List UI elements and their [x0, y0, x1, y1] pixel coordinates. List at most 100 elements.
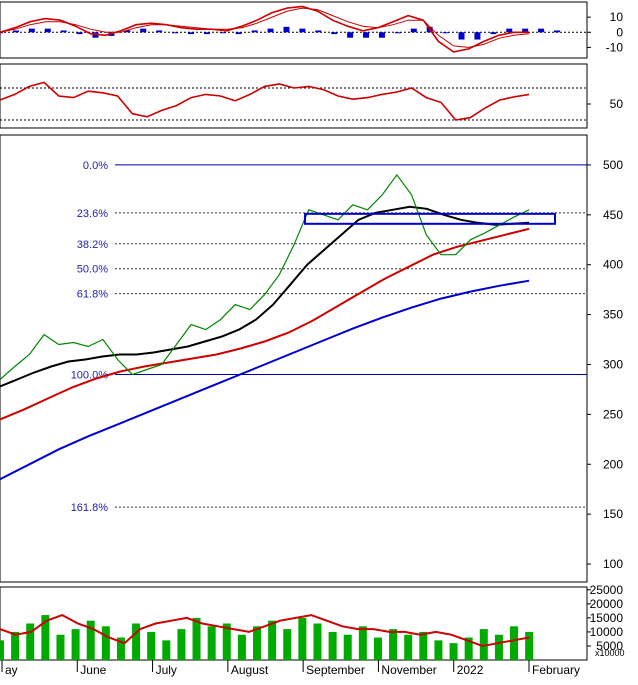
macd-histogram-bar	[299, 28, 306, 33]
fib-label-4: 61.8%	[77, 289, 108, 301]
ma-long-line	[0, 279, 530, 481]
rsi-panel: 50	[0, 81, 624, 121]
macd-histogram-bar	[347, 32, 354, 38]
volume-bar	[373, 637, 382, 660]
price-panel: 0.0% 23.6% 38.2% 50.0% 61.8% 100.0% 161.8% 500 4…	[0, 158, 623, 571]
macd-histogram-bar	[12, 30, 19, 33]
macd-ytick-label-0: 10	[610, 10, 624, 24]
volume-bar	[56, 634, 65, 660]
macd-histogram-bar	[172, 32, 179, 34]
macd-histogram-bar	[554, 30, 560, 33]
macd-signal-line	[0, 7, 530, 48]
macd-histogram-bar	[522, 28, 529, 33]
xtick-label-2: July	[156, 663, 177, 677]
volume-ytick-label-0: 25000	[590, 583, 624, 597]
fib-label-3: 50.0%	[77, 264, 108, 276]
price-ytick-label-0: 500	[603, 158, 623, 172]
macd-histogram-bar	[156, 30, 163, 33]
volume-bar	[419, 631, 428, 660]
volume-bar	[147, 631, 156, 660]
macd-histogram-bar	[442, 32, 449, 34]
xtick-label-3: August	[231, 663, 269, 677]
volume-ytick-label-2: 15000	[590, 611, 624, 625]
volume-bar	[253, 626, 262, 660]
volume-bar	[177, 629, 186, 660]
volume-bar	[41, 615, 50, 660]
macd-histogram-bar	[394, 32, 401, 34]
price-ytick-label-3: 350	[603, 308, 623, 322]
xtick-label-0: ay	[5, 663, 18, 677]
volume-bar	[0, 640, 4, 660]
rsi-frame	[0, 63, 588, 129]
macd-histogram-bar	[44, 28, 51, 33]
macd-histogram-bar	[60, 30, 67, 33]
volume-frame	[0, 586, 588, 661]
macd-ytick-label-1: 0	[616, 25, 623, 39]
xtick-label-4: September	[306, 663, 365, 677]
volume-bar	[283, 629, 292, 660]
price-ytick-label-1: 450	[603, 208, 623, 222]
volume-bar	[298, 617, 307, 660]
macd-histogram-bar	[140, 28, 147, 33]
volume-bar	[343, 634, 352, 660]
panel-frames	[0, 1, 588, 661]
volume-bar	[358, 626, 367, 660]
xtick-label-1: June	[80, 663, 106, 677]
volume-bar	[313, 623, 322, 660]
macd-histogram-bar	[124, 30, 131, 33]
volume-bar	[525, 631, 534, 660]
macd-histogram-bar	[187, 32, 194, 35]
price-ytick-label-2: 400	[603, 258, 623, 272]
fib-label-0: 0.0%	[83, 160, 108, 172]
fib-label-2: 38.2%	[77, 239, 108, 251]
volume-bar	[207, 626, 216, 660]
macd-histogram-bar	[490, 32, 497, 35]
macd-histogram-bar	[76, 32, 83, 35]
volume-bar	[116, 637, 125, 660]
x-axis: ay June July August September November 2022 Feb…	[1, 660, 580, 677]
volume-bar	[101, 626, 110, 660]
volume-bar	[494, 634, 503, 660]
volume-bar	[192, 617, 201, 660]
macd-frame	[0, 1, 588, 59]
resistance-box	[304, 212, 556, 225]
macd-histogram-bar	[315, 30, 322, 33]
macd-histogram-bar	[410, 28, 417, 33]
macd-histogram-bar	[458, 32, 465, 40]
macd-panel: 100-10	[0, 5, 624, 54]
macd-line	[0, 5, 530, 53]
volume-bar	[26, 623, 35, 660]
volume-bar	[434, 640, 443, 660]
macd-histogram-bar	[538, 28, 545, 33]
volume-bar	[268, 620, 277, 660]
macd-histogram-bar	[28, 28, 35, 33]
price-ytick-label-5: 250	[603, 407, 623, 421]
macd-histogram-bar	[235, 32, 242, 35]
fib-label-5: 100.0%	[71, 369, 109, 381]
volume-bar	[237, 634, 246, 660]
price-frame	[0, 134, 588, 583]
macd-histogram-bar	[219, 32, 226, 34]
macd-histogram-bar	[267, 28, 274, 33]
ma-mid-line	[0, 227, 530, 421]
volume-bar	[222, 623, 231, 660]
price-ytick-label-4: 300	[603, 357, 623, 371]
xtick-label-5: November	[381, 663, 436, 677]
volume-ytick-label-3: 10000	[590, 625, 624, 639]
volume-bar	[464, 637, 473, 660]
rsi-line	[0, 81, 530, 121]
macd-histogram-bar	[251, 30, 258, 33]
macd-ytick-label-2: -10	[606, 40, 624, 54]
macd-histogram-bar	[363, 32, 370, 38]
volume-bar	[510, 626, 519, 660]
macd-histogram-bar	[203, 32, 210, 35]
rsi-ytick-label-0: 50	[610, 97, 624, 111]
xtick-label-6: 2022	[457, 663, 484, 677]
price-ytick-label-8: 100	[603, 557, 623, 571]
volume-bar	[71, 629, 80, 660]
price-line	[0, 173, 530, 380]
fib-label-6: 161.8%	[71, 502, 109, 514]
